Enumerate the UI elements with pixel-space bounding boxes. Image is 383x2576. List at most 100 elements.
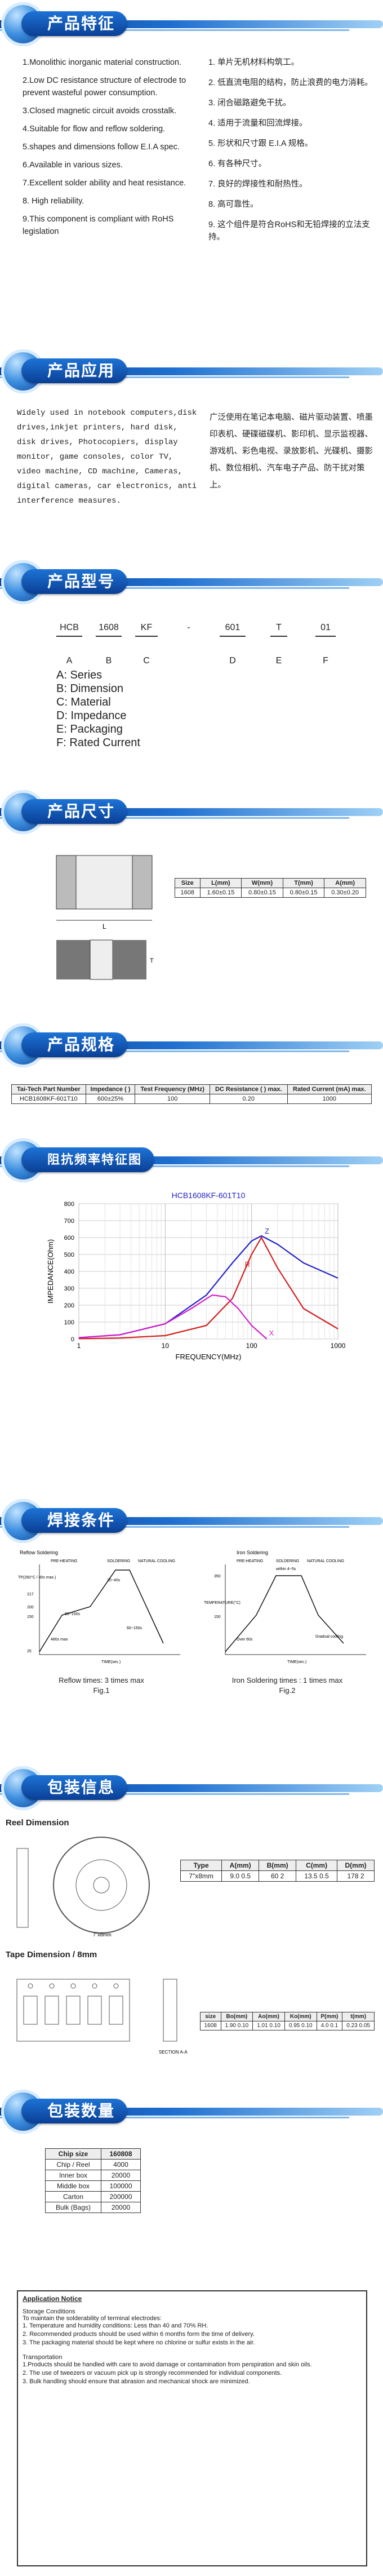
- dimensions-section: 产品尺寸 L T Size L(mm) W(mm) T(mm) A(mm) 1608 1.6…: [0, 788, 383, 980]
- storage-title: Storage Conditions: [23, 2308, 75, 2315]
- table-header-row: Chip size 160808: [45, 2148, 141, 2160]
- x-axis-label: FREQUENCY(MHz): [176, 1353, 242, 1361]
- y-tick-label: 600: [64, 1235, 74, 1242]
- feature-item-cn: 2. 低直流电阻的结构，防止浪费的电力消耗。: [208, 78, 373, 87]
- table-cell: Chip / Reel: [45, 2159, 101, 2170]
- profile-label: PRE-HEATING: [51, 1559, 77, 1563]
- profile-label: 60~150s: [127, 1626, 142, 1630]
- part-code-letter: C: [143, 656, 150, 666]
- sprocket-hole: [113, 1983, 119, 1989]
- table-cell: 178 2: [337, 1870, 375, 1882]
- features-cn-list: 1. 单片无机材料构筑工。 2. 低直流电阻的结构，防止浪费的电力消耗。 3. 闭合…: [208, 56, 377, 251]
- tape-pocket: [23, 1996, 38, 2025]
- table-header-cell: Tai-Tech Part Number: [11, 1084, 86, 1094]
- part-legend-item: B: Dimension: [56, 682, 123, 695]
- applications-en: Widely used in notebook computers,disk d…: [17, 409, 197, 506]
- section-title: 产品型号: [21, 569, 128, 594]
- transport-item: 1.Products should be handled with care t…: [23, 2361, 312, 2368]
- section-header: 包装数量: [0, 2087, 383, 2137]
- section-header: 包装信息: [0, 1764, 383, 1814]
- feature-item-en: 9.This component is compliant with RoHS …: [23, 215, 174, 236]
- table-cell: 4000: [101, 2159, 141, 2170]
- section-title: 产品尺寸: [21, 799, 128, 824]
- feature-item-en: 2.Low DC resistance structure of electro…: [23, 76, 186, 97]
- transport-item: 3. Bulk handling should ensure that abra…: [23, 2378, 250, 2385]
- section-title: 产品应用: [21, 358, 128, 383]
- profile-label: 217: [27, 1593, 34, 1597]
- profile-label: SOLDERING: [107, 1559, 130, 1563]
- table-cell: 1608: [200, 2021, 221, 2030]
- profile-label: Over 60s: [237, 1638, 253, 1642]
- table-header-cell: Impedance ( ): [85, 1084, 136, 1094]
- part-legend-item: D: Impedance: [56, 710, 127, 722]
- section-header: 阻抗频率特征图: [0, 1136, 383, 1186]
- sprocket-hole: [92, 1983, 97, 1989]
- table-cell: 600±25%: [85, 1094, 136, 1104]
- y-tick-label: 0: [71, 1336, 74, 1343]
- reel-drawing: 7"x8mm: [16, 1837, 150, 1937]
- reflow-fig: Fig.1: [93, 1686, 110, 1695]
- part-number-section: 产品型号 HCB A 1608 B KF C - 601 D T E 01 F A: Series B: …: [0, 558, 383, 749]
- table-header-cell: Test Frequency (MHz): [135, 1084, 210, 1094]
- part-code-box: 1608: [96, 620, 122, 637]
- part-legend-item: F: Rated Current: [56, 737, 140, 749]
- table-cell: 60 2: [259, 1870, 297, 1882]
- table-cell: 20000: [101, 2202, 141, 2213]
- profile-label: 150: [27, 1615, 34, 1619]
- tape-pocket: [87, 1996, 102, 2025]
- sprocket-hole: [28, 1983, 33, 1989]
- section-header: 产品规格: [0, 1021, 383, 1071]
- table-header-cell: A(mm): [221, 1860, 260, 1871]
- x-tick-label: 100: [246, 1342, 257, 1350]
- table-header-cell: Chip size: [45, 2148, 101, 2160]
- table-header-cell: W(mm): [241, 878, 283, 888]
- section-header: 焊接条件: [0, 1497, 383, 1546]
- profile-label: 200: [27, 1606, 34, 1610]
- part-code-box: -: [187, 623, 190, 632]
- chart-title: HCB1608KF-601T10: [172, 1191, 246, 1200]
- part-number-diagram: HCB A 1608 B KF C - 601 D T E 01 F: [56, 620, 372, 676]
- application-notice: Application Notice Storage Conditions To…: [17, 2290, 367, 2566]
- y-tick-label: 100: [64, 1319, 74, 1326]
- dim-label-t: T: [150, 957, 154, 964]
- x-tick-label: 10: [162, 1342, 170, 1350]
- table-header-cell: P(mm): [316, 2012, 343, 2021]
- applications-section: 产品应用 Widely used in notebook computers,d…: [0, 347, 383, 506]
- table-cell: 0.80±0.15: [241, 888, 283, 898]
- dimension-table: Size L(mm) W(mm) T(mm) A(mm) 1608 1.60±0.15 0.8…: [175, 878, 366, 898]
- table-header-row: Size L(mm) W(mm) T(mm) A(mm): [175, 878, 366, 888]
- series-line-x: [78, 1294, 268, 1340]
- storage-item: 2. Recommended products should be used w…: [23, 2331, 255, 2338]
- section-title: 产品特征: [21, 11, 128, 36]
- table-row: 7"x8mm 9.0 0.5 60 2 13.5 0.5 178 2: [180, 1870, 375, 1882]
- table-cell: 1000: [287, 1094, 372, 1104]
- part-code-box: T: [270, 620, 287, 637]
- table-header-cell: C(mm): [296, 1860, 338, 1871]
- iron-fig: Fig.2: [279, 1686, 296, 1695]
- section-title: 包装信息: [21, 1775, 128, 1800]
- table-header-row: Tai-Tech Part Number Impedance ( ) Test Fr…: [11, 1084, 372, 1094]
- profile-label: 150: [214, 1615, 221, 1619]
- series-label: X: [269, 1329, 274, 1337]
- table-header-cell: Size: [175, 878, 201, 888]
- table-cell: Middle box: [45, 2180, 101, 2192]
- impedance-chart: 0 100 200 300 400 500 600 700 800 1 10 100 1000 HCB16…: [46, 1191, 346, 1361]
- series-label: Z: [265, 1227, 269, 1235]
- part-code-letter: D: [229, 656, 236, 666]
- part-code-box: 01: [315, 620, 336, 637]
- soldering-section: 焊接条件 Reflow Soldering PRE-HEATING SOLDERI…: [0, 1497, 383, 1695]
- feature-item-en: 1.Monolithic inorganic material construc…: [23, 58, 182, 67]
- table-row: Chip / Reel 4000: [45, 2159, 141, 2170]
- table-cell: 100: [135, 1094, 210, 1104]
- y-tick-label: 700: [64, 1218, 74, 1225]
- feature-item-cn: 4. 适用于流量和回流焊接。: [208, 119, 308, 128]
- table-header-cell: 160808: [101, 2148, 141, 2160]
- table-cell: 0.95 0.10: [284, 2021, 317, 2030]
- part-legend-item: A: Series: [56, 669, 103, 681]
- feature-item-cn: 7. 良好的焊接性和耐热性。: [208, 180, 308, 189]
- table-header-cell: Rated Current (mA) max.: [287, 1084, 372, 1094]
- section-header: 产品尺寸: [0, 788, 383, 837]
- section-title: 产品规格: [21, 1032, 128, 1057]
- table-cell: 200000: [101, 2191, 141, 2202]
